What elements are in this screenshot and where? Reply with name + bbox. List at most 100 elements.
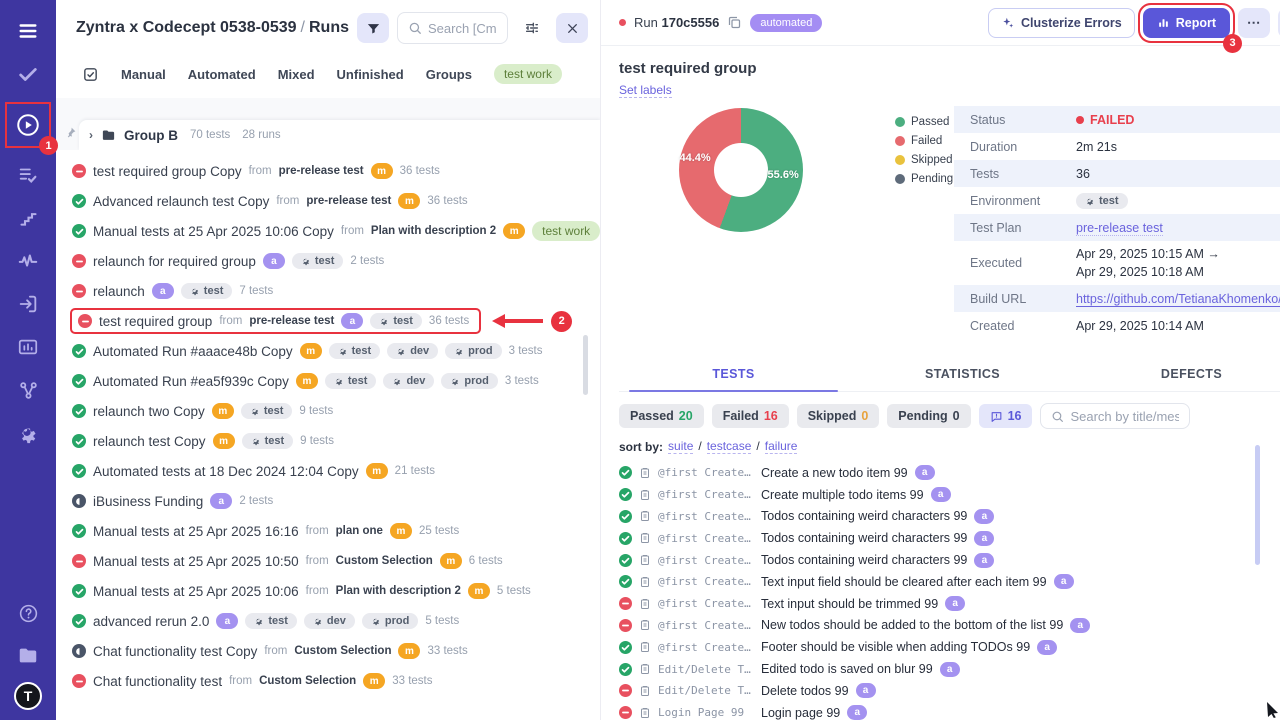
run-row[interactable]: relaunch a test 7 tests — [70, 276, 600, 306]
help-icon[interactable] — [11, 596, 45, 630]
settings-gear-icon[interactable] — [11, 416, 45, 450]
run-row[interactable]: iBusiness Funding a 2 tests — [70, 486, 600, 516]
sort-by-suite[interactable]: suite — [668, 439, 694, 454]
filter-chip-pending[interactable]: Pending 0 — [887, 404, 971, 428]
run-plan-link[interactable]: plan one — [335, 525, 383, 537]
run-row[interactable]: relaunch test Copy m test 9 tests — [70, 426, 600, 456]
close-detail-button[interactable] — [1278, 7, 1280, 38]
tab-automated[interactable]: Automated — [187, 66, 256, 82]
tests-list: @first Create… Create a new todo item 99 a… — [619, 462, 1280, 720]
report-button[interactable]: Report 3 — [1137, 2, 1242, 53]
run-tests-count: 5 tests — [425, 615, 460, 627]
tune-icon — [524, 20, 540, 36]
test-row[interactable]: Edit/Delete T… Edited todo is saved on bl… — [619, 658, 1280, 680]
test-row[interactable]: @first Create… Todos containing weird cha… — [619, 506, 1280, 528]
run-row[interactable]: Automated Run #aaace48b Copy m test dev prod… — [70, 336, 600, 366]
runs-play-icon[interactable]: 1 — [5, 102, 58, 155]
tab-mixed[interactable]: Mixed — [277, 66, 315, 82]
close-icon — [566, 22, 579, 35]
run-row[interactable]: Manual tests at 25 Apr 2025 10:06 from Pla… — [70, 576, 600, 606]
run-row[interactable]: relaunch two Copy m test 9 tests — [70, 396, 600, 426]
tests-scrollbar-thumb[interactable] — [1255, 445, 1260, 565]
runs-scrollbar-thumb[interactable] — [583, 335, 588, 395]
run-plan-link[interactable]: pre-release test — [249, 315, 335, 327]
projects-folder-icon[interactable] — [11, 639, 45, 673]
run-row[interactable]: Manual tests at 25 Apr 2025 16:16 from pla… — [70, 516, 600, 546]
run-plan-link[interactable]: Plan with description 2 — [335, 585, 461, 597]
run-from-label: from — [340, 225, 364, 237]
run-row[interactable]: Manual tests at 25 Apr 2025 10:50 from Cus… — [70, 546, 600, 576]
test-row[interactable]: Edit/Delete T… Delete todos 99 a — [619, 680, 1280, 702]
branch-icon[interactable] — [11, 373, 45, 407]
test-row[interactable]: Login Page 99 Login page 99 a — [619, 702, 1280, 720]
summary-link[interactable]: https://github.com/TetianaKhomenko/Lo... — [1076, 291, 1280, 307]
copy-icon[interactable] — [727, 15, 742, 30]
select-all-icon[interactable] — [82, 66, 99, 83]
run-row[interactable]: Chat functionality test from Custom Select… — [70, 666, 600, 696]
chevron-right-icon[interactable]: › — [89, 128, 93, 142]
sort-by-testcase[interactable]: testcase — [706, 439, 752, 454]
run-plan-link[interactable]: pre-release test — [306, 195, 392, 207]
summary-row-tests: Tests 36 — [954, 160, 1280, 187]
test-suite-name: Edit/Delete T… — [658, 662, 751, 676]
user-avatar[interactable]: T — [14, 682, 42, 710]
run-row[interactable]: relaunch for required group a test 2 tests — [70, 246, 600, 276]
analytics-icon[interactable] — [11, 330, 45, 364]
filter-chip-skipped[interactable]: Skipped 0 — [796, 404, 880, 428]
sort-by-failure[interactable]: failure — [764, 439, 798, 454]
pin-icon[interactable] — [64, 126, 77, 144]
test-title: Text input field should be cleared after… — [761, 574, 1047, 589]
runs-search-input[interactable] — [428, 20, 497, 36]
group-row[interactable]: › Group B 70 tests 28 runs — [79, 120, 600, 150]
tab-statistics[interactable]: STATISTICS — [924, 367, 1001, 381]
close-runs-panel-button[interactable] — [556, 13, 588, 43]
filter-button[interactable] — [357, 13, 389, 43]
run-row[interactable]: Automated Run #ea5f939c Copy m test dev prod… — [70, 366, 600, 396]
more-options-button[interactable]: ⋯ — [1238, 7, 1270, 38]
run-plan-link[interactable]: Plan with description 2 — [370, 225, 497, 237]
test-row[interactable]: @first Create… Create multiple todo items… — [619, 484, 1280, 506]
filter-chip-failed[interactable]: Failed 16 — [711, 404, 789, 428]
chart-legend: Passed Failed Skipped Pending — [895, 116, 953, 185]
run-row[interactable]: Manual tests at 25 Apr 2025 10:06 Copy fr… — [70, 216, 600, 246]
check-icon[interactable] — [11, 57, 45, 91]
run-title: Manual tests at 25 Apr 2025 16:16 — [93, 523, 299, 539]
run-plan-link[interactable]: pre-release test — [278, 165, 364, 177]
test-row[interactable]: @first Create… Todos containing weird cha… — [619, 549, 1280, 571]
run-plan-link[interactable]: Custom Selection — [259, 675, 357, 687]
run-row[interactable]: test required group Copy from pre-release … — [70, 156, 600, 186]
tab-groups[interactable]: Groups — [425, 66, 472, 82]
tag-filter-chip[interactable]: test work — [493, 64, 562, 84]
test-row[interactable]: @first Create… Todos containing weird cha… — [619, 527, 1280, 549]
test-suite-name: @first Create… — [658, 509, 751, 523]
test-row[interactable]: @first Create… Text input field should be… — [619, 571, 1280, 593]
run-row[interactable]: Automated tests at 18 Dec 2024 12:04 Cop… — [70, 456, 600, 486]
test-row[interactable]: @first Create… Text input should be trimm… — [619, 593, 1280, 615]
tab-tests[interactable]: TESTS — [619, 358, 848, 392]
test-row[interactable]: @first Create… Create a new todo item 99 a — [619, 462, 1280, 484]
run-plan-link[interactable]: Custom Selection — [335, 555, 433, 567]
test-row[interactable]: @first Create… Footer should be visible w… — [619, 636, 1280, 658]
view-settings-button[interactable] — [516, 13, 548, 43]
tests-search-input[interactable] — [1070, 408, 1180, 424]
sign-in-icon[interactable] — [11, 287, 45, 321]
steps-icon[interactable] — [11, 201, 45, 235]
summary-link[interactable]: pre-release test — [1076, 220, 1163, 236]
list-check-icon[interactable] — [11, 158, 45, 192]
run-row[interactable]: Chat functionality test Copy from Custom S… — [70, 636, 600, 666]
set-labels-link[interactable]: Set labels — [619, 83, 672, 98]
run-row[interactable]: test required group from pre-release test a… — [70, 306, 600, 336]
tab-manual[interactable]: Manual — [121, 66, 166, 82]
comments-filter-chip[interactable]: 16 — [978, 404, 1033, 428]
run-plan-link[interactable]: Custom Selection — [294, 645, 392, 657]
menu-icon[interactable] — [11, 14, 45, 48]
tab-unfinished[interactable]: Unfinished — [336, 66, 404, 82]
run-row[interactable]: Advanced relaunch test Copy from pre-relea… — [70, 186, 600, 216]
failed-status-icon — [619, 597, 632, 611]
clusterize-errors-button[interactable]: Clusterize Errors — [987, 7, 1135, 38]
test-row[interactable]: @first Create… New todos should be added … — [619, 615, 1280, 637]
filter-chip-passed[interactable]: Passed 20 — [619, 404, 704, 428]
run-row[interactable]: advanced rerun 2.0 a test dev prod 5 tests — [70, 606, 600, 636]
tab-defects[interactable]: DEFECTS — [1160, 367, 1223, 381]
pulse-icon[interactable] — [11, 244, 45, 278]
